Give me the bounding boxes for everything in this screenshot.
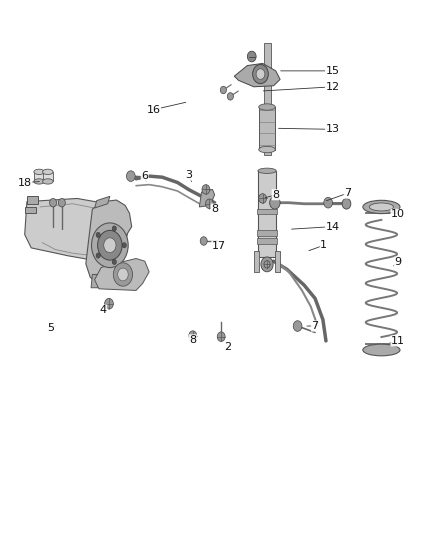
Circle shape <box>205 199 213 208</box>
Text: 5: 5 <box>47 322 54 333</box>
Bar <box>264 43 271 155</box>
Text: 11: 11 <box>391 336 405 346</box>
Circle shape <box>202 184 210 194</box>
Circle shape <box>261 257 273 272</box>
Ellipse shape <box>259 104 276 110</box>
Circle shape <box>217 332 225 342</box>
Circle shape <box>118 268 128 281</box>
Text: 2: 2 <box>224 342 231 352</box>
Polygon shape <box>25 198 127 261</box>
Text: 16: 16 <box>146 104 160 115</box>
Circle shape <box>96 232 100 238</box>
Bar <box>254 251 259 272</box>
Ellipse shape <box>42 169 53 174</box>
Bar <box>258 171 276 257</box>
Text: 9: 9 <box>395 257 402 267</box>
Circle shape <box>189 331 197 341</box>
Polygon shape <box>95 259 149 290</box>
Text: 7: 7 <box>311 321 318 331</box>
Ellipse shape <box>259 147 276 153</box>
Text: 7: 7 <box>344 188 351 198</box>
Circle shape <box>113 263 133 286</box>
Circle shape <box>96 253 100 258</box>
Bar <box>257 209 277 214</box>
Bar <box>257 230 277 236</box>
Circle shape <box>264 261 270 268</box>
Text: 15: 15 <box>325 66 339 76</box>
Ellipse shape <box>363 344 400 356</box>
Bar <box>259 107 276 150</box>
Circle shape <box>324 197 332 208</box>
Circle shape <box>200 237 207 245</box>
Circle shape <box>227 93 233 100</box>
Ellipse shape <box>34 169 44 174</box>
Ellipse shape <box>258 168 276 173</box>
Circle shape <box>220 86 226 94</box>
Text: 6: 6 <box>141 171 148 181</box>
Ellipse shape <box>363 200 400 214</box>
Ellipse shape <box>369 203 393 211</box>
Circle shape <box>98 230 122 260</box>
Circle shape <box>127 171 135 181</box>
Text: 8: 8 <box>189 335 196 345</box>
Bar <box>275 251 280 272</box>
Ellipse shape <box>34 179 44 184</box>
Polygon shape <box>25 207 35 213</box>
Circle shape <box>105 298 113 309</box>
Polygon shape <box>91 274 107 288</box>
Polygon shape <box>234 63 280 87</box>
Circle shape <box>104 238 116 253</box>
Text: 14: 14 <box>325 222 339 232</box>
Bar <box>34 172 44 181</box>
Text: 1: 1 <box>320 240 327 250</box>
Circle shape <box>49 198 57 207</box>
Polygon shape <box>86 200 132 289</box>
Polygon shape <box>199 189 215 207</box>
Circle shape <box>122 243 127 248</box>
Circle shape <box>270 196 280 209</box>
Polygon shape <box>117 272 133 285</box>
Circle shape <box>253 64 268 84</box>
Text: 13: 13 <box>325 124 339 134</box>
Text: 3: 3 <box>185 170 192 180</box>
Circle shape <box>112 259 117 264</box>
Text: 17: 17 <box>212 241 226 251</box>
Circle shape <box>58 198 65 207</box>
Circle shape <box>256 69 265 79</box>
Text: 12: 12 <box>325 82 339 92</box>
Polygon shape <box>27 196 38 204</box>
Ellipse shape <box>42 179 53 184</box>
Text: 10: 10 <box>391 209 405 220</box>
Bar <box>257 238 277 244</box>
Circle shape <box>112 226 117 231</box>
Circle shape <box>342 198 351 209</box>
Circle shape <box>293 321 302 332</box>
Text: 8: 8 <box>272 190 279 200</box>
Circle shape <box>259 193 267 203</box>
Text: 4: 4 <box>100 305 107 315</box>
Bar <box>42 172 53 181</box>
Text: 18: 18 <box>18 177 32 188</box>
Circle shape <box>92 223 128 268</box>
Circle shape <box>247 51 256 62</box>
Polygon shape <box>95 196 110 208</box>
Text: 8: 8 <box>211 204 218 214</box>
